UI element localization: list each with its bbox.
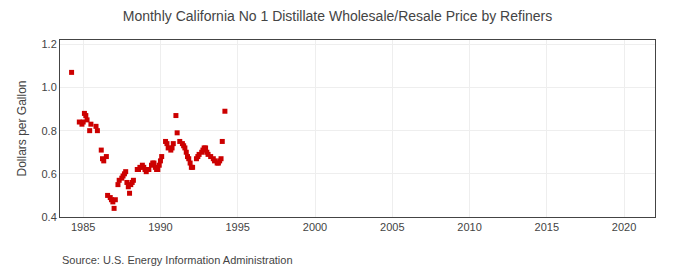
svg-text:1985: 1985 — [71, 221, 95, 233]
svg-text:Source: U.S. Energy Informatio: Source: U.S. Energy Information Administ… — [62, 254, 293, 266]
svg-text:2020: 2020 — [612, 221, 636, 233]
svg-text:Dollars per Gallon: Dollars per Gallon — [15, 80, 29, 176]
svg-text:1.2: 1.2 — [42, 38, 57, 50]
svg-text:2000: 2000 — [303, 221, 327, 233]
svg-text:0.4: 0.4 — [42, 211, 57, 223]
svg-text:2015: 2015 — [535, 221, 559, 233]
svg-text:Monthly California No 1 Distil: Monthly California No 1 Distillate Whole… — [123, 8, 553, 24]
svg-text:1.0: 1.0 — [42, 81, 57, 93]
svg-text:1990: 1990 — [148, 221, 172, 233]
svg-text:0.6: 0.6 — [42, 168, 57, 180]
svg-text:2005: 2005 — [380, 221, 404, 233]
svg-text:0.8: 0.8 — [42, 125, 57, 137]
svg-text:2010: 2010 — [457, 221, 481, 233]
svg-text:1995: 1995 — [225, 221, 249, 233]
